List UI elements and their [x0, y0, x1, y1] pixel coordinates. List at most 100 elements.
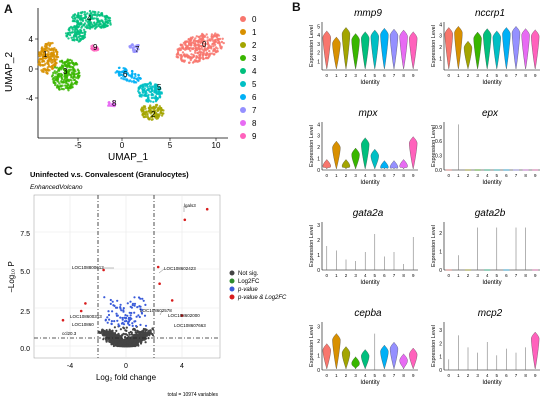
volcano-point: [140, 311, 143, 314]
violin-panel-mpx: mpx Expression Level Identity 0 1 2 3 4 0 1 2 3 4 5 6 7…: [309, 108, 418, 186]
violin-xtick: 5: [496, 273, 499, 278]
umap-point: [215, 33, 218, 36]
volcano-point: [141, 297, 144, 300]
umap-cluster-label: 9: [93, 43, 98, 52]
umap-point: [95, 25, 99, 28]
violin-xtick: 7: [515, 373, 518, 378]
umap-point: [193, 42, 197, 45]
violin-shape: [351, 147, 360, 170]
violin-shape: [454, 25, 463, 70]
violin-xtick: 0: [448, 173, 451, 178]
umap-point: [65, 60, 68, 63]
volcano-point: [107, 334, 110, 337]
violin-ytick: 0.9: [435, 125, 442, 131]
violin-gene-title: mpx: [359, 108, 379, 119]
violin-xlabel: Identity: [482, 380, 501, 386]
volcano-point: [134, 344, 137, 348]
umap-point: [150, 118, 153, 122]
umap-point: [210, 35, 213, 38]
volcano-gene-label: LOC108600313: [70, 314, 102, 319]
svg-text:3: 3: [252, 54, 257, 63]
umap-point: [159, 107, 162, 110]
violin-xtick: 8: [402, 73, 405, 78]
umap-point: [53, 70, 56, 73]
umap-point: [83, 10, 87, 14]
umap-point: [70, 36, 73, 39]
umap-point: [150, 93, 153, 97]
umap-point: [88, 14, 92, 17]
volcano-point: [103, 296, 106, 299]
svg-text:6: 6: [252, 93, 257, 102]
violin-ytick: 2: [439, 45, 442, 51]
umap-point: [55, 52, 59, 56]
umap-point: [68, 64, 71, 68]
violin-shape: [370, 148, 379, 170]
umap-point: [158, 105, 161, 108]
umap-point: [59, 72, 63, 76]
umap-point: [46, 49, 49, 52]
violin-xlabel: Identity: [360, 380, 379, 386]
umap-point: [160, 91, 163, 94]
legend-item: 8: [240, 119, 257, 128]
volcano-point: [129, 314, 132, 317]
umap-point: [44, 57, 47, 60]
violin-ytick: 3: [317, 223, 320, 229]
umap-point: [80, 35, 84, 38]
violin-xtick: 9: [534, 373, 537, 378]
umap-point: [46, 72, 49, 75]
umap-point: [46, 53, 49, 56]
violin-shape: [380, 344, 389, 370]
umap-point: [209, 52, 212, 55]
umap-point: [189, 38, 193, 42]
umap-point: [73, 34, 76, 37]
umap-point: [73, 29, 77, 33]
volcano-point: [128, 333, 131, 336]
volcano-point: [122, 307, 125, 310]
volcano-point: [124, 314, 127, 317]
volcano-point: [127, 320, 130, 323]
umap-point: [183, 59, 186, 62]
umap-point: [72, 68, 75, 71]
volcano-point: [135, 315, 138, 318]
umap-point: [72, 72, 75, 75]
legend-item: 9: [240, 132, 257, 141]
violin-shape: [332, 140, 341, 170]
violin-ytick: 5: [317, 24, 320, 30]
svg-text:5: 5: [252, 80, 257, 89]
umap-point: [215, 36, 219, 39]
violin-ylabel: Expression Level: [431, 25, 437, 67]
svg-text:7: 7: [252, 106, 257, 115]
umap-point: [93, 27, 97, 30]
violin-xtick: 9: [412, 73, 415, 78]
umap-point: [111, 102, 114, 106]
volcano-point: [116, 299, 119, 302]
umap-point: [107, 103, 111, 107]
umap-point: [71, 16, 74, 19]
umap-point: [67, 83, 70, 86]
umap-point: [158, 89, 161, 93]
umap-cluster-label: 7: [135, 45, 140, 54]
umap-point: [44, 48, 47, 51]
umap-point: [144, 92, 147, 96]
violin-xtick: 7: [515, 73, 518, 78]
violin-xtick: 7: [393, 373, 396, 378]
volcano-point: [122, 309, 125, 312]
umap-point: [53, 62, 56, 66]
volcano-point: [126, 314, 129, 317]
umap-point: [143, 106, 146, 109]
volcano-point: [109, 302, 112, 305]
umap-point: [122, 67, 125, 70]
volcano-point: [131, 302, 135, 305]
volcano-point: [144, 341, 147, 344]
umap-point: [78, 34, 82, 37]
volcano-point: [133, 304, 136, 307]
volcano-point: [205, 207, 209, 211]
volcano-point: [61, 318, 65, 322]
volcano-point: [105, 332, 108, 335]
umap-point: [98, 19, 101, 22]
umap-point: [205, 52, 208, 55]
violin-ytick: 4: [317, 122, 320, 128]
violin-xtick: 5: [496, 373, 499, 378]
umap-point: [43, 52, 46, 56]
violin-xtick: 8: [402, 373, 405, 378]
